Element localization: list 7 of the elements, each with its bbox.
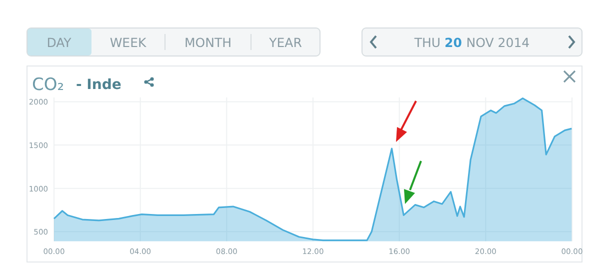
text: THU 20 NOV 2014 xyxy=(413,35,530,50)
text: DAY xyxy=(46,35,72,50)
text: YEAR xyxy=(268,35,302,50)
text: MONTH xyxy=(184,35,232,50)
chart-subtitle: - Inde xyxy=(76,77,122,93)
text: WEEK xyxy=(110,35,147,50)
chart-title: CO₂ xyxy=(32,75,64,95)
